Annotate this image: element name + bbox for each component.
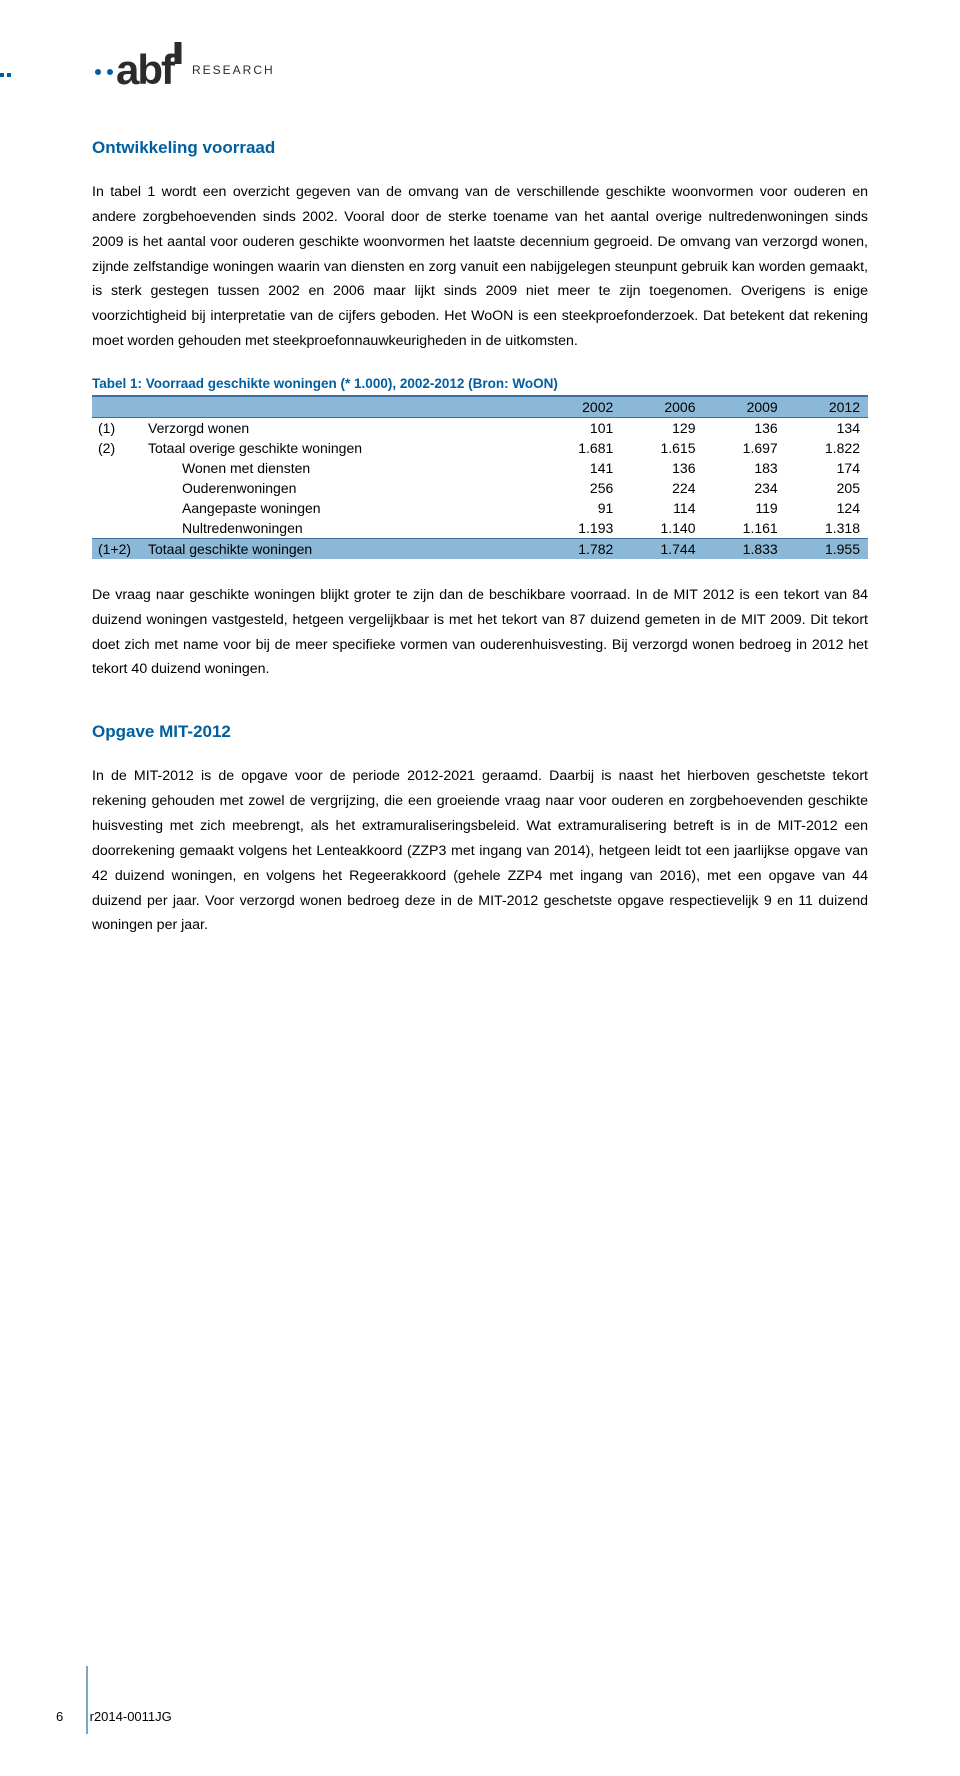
cell: 1.193 [539, 518, 621, 539]
row-index [92, 518, 144, 539]
cell: 256 [539, 478, 621, 498]
page-number: 6 [56, 1709, 86, 1724]
section-heading-voorraad: Ontwikkeling voorraad [92, 138, 868, 158]
cell: 1.161 [704, 518, 786, 539]
row-label: Ouderenwoningen [144, 478, 539, 498]
cell: 1.318 [786, 518, 868, 539]
cell: 114 [621, 498, 703, 518]
cell: 1.744 [621, 538, 703, 559]
table-row: Aangepaste woningen91114119124 [92, 498, 868, 518]
cell: 129 [621, 417, 703, 438]
section-heading-opgave: Opgave MIT-2012 [92, 722, 868, 742]
table-row: (2)Totaal overige geschikte woningen1.68… [92, 438, 868, 458]
row-label: Verzorgd wonen [144, 417, 539, 438]
cell: 1.681 [539, 438, 621, 458]
cell: 101 [539, 417, 621, 438]
cell: 234 [704, 478, 786, 498]
row-label: Totaal geschikte woningen [144, 538, 539, 559]
page: abf RESEARCH Ontwikkeling voorraad In ta… [0, 0, 960, 1776]
cell: 124 [786, 498, 868, 518]
table-total-row: (1+2) Totaal geschikte woningen 1.782 1.… [92, 538, 868, 559]
col-header: 2009 [704, 396, 786, 418]
row-index: (1+2) [92, 538, 144, 559]
row-index: (2) [92, 438, 144, 458]
cell: 1.955 [786, 538, 868, 559]
table-row: (1)Verzorgd wonen101129136134 [92, 417, 868, 438]
row-index [92, 498, 144, 518]
abf-logo-icon: abf RESEARCH [92, 42, 282, 96]
table-row: Wonen met diensten141136183174 [92, 458, 868, 478]
col-header: 2006 [621, 396, 703, 418]
cell: 136 [704, 417, 786, 438]
row-index [92, 458, 144, 478]
cell: 224 [621, 478, 703, 498]
cell: 1.822 [786, 438, 868, 458]
document-id: r2014-0011JG [90, 1709, 172, 1724]
paragraph: De vraag naar geschikte woningen blijkt … [92, 583, 868, 682]
cell: 91 [539, 498, 621, 518]
cell: 141 [539, 458, 621, 478]
page-footer: 6 r2014-0011JG [0, 1709, 960, 1724]
cell: 1.697 [704, 438, 786, 458]
svg-text:abf: abf [116, 46, 176, 93]
cell: 205 [786, 478, 868, 498]
cell: 183 [704, 458, 786, 478]
table-voorraad: 2002 2006 2009 2012 (1)Verzorgd wonen101… [92, 395, 868, 559]
margin-dots-icon [0, 66, 18, 76]
table-row: Ouderenwoningen256224234205 [92, 478, 868, 498]
cell: 1.782 [539, 538, 621, 559]
paragraph: In de MIT-2012 is de opgave voor de peri… [92, 764, 868, 938]
col-header: 2012 [786, 396, 868, 418]
cell: 119 [704, 498, 786, 518]
row-index [92, 478, 144, 498]
cell: 136 [621, 458, 703, 478]
cell: 1.833 [704, 538, 786, 559]
table-header-row: 2002 2006 2009 2012 [92, 396, 868, 418]
row-label: Totaal overige geschikte woningen [144, 438, 539, 458]
svg-text:RESEARCH: RESEARCH [192, 63, 275, 77]
cell: 1.615 [621, 438, 703, 458]
table-caption: Tabel 1: Voorraad geschikte woningen (* … [92, 376, 868, 391]
cell: 1.140 [621, 518, 703, 539]
row-label: Aangepaste woningen [144, 498, 539, 518]
row-index: (1) [92, 417, 144, 438]
col-header: 2002 [539, 396, 621, 418]
logo: abf RESEARCH [92, 42, 868, 96]
row-label: Wonen met diensten [144, 458, 539, 478]
paragraph: In tabel 1 wordt een overzicht gegeven v… [92, 180, 868, 354]
cell: 174 [786, 458, 868, 478]
row-label: Nultredenwoningen [144, 518, 539, 539]
cell: 134 [786, 417, 868, 438]
table-row: Nultredenwoningen1.1931.1401.1611.318 [92, 518, 868, 539]
